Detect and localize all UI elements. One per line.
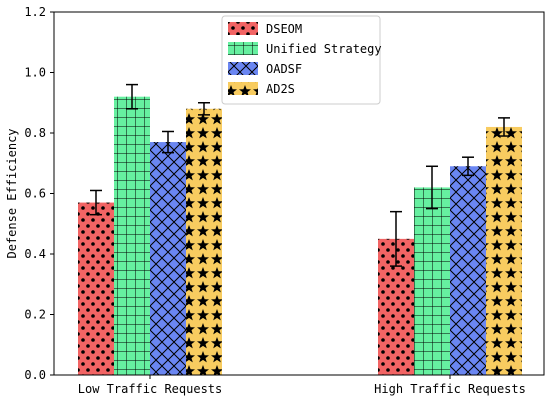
legend: DSEOM Unified Strategy OADSF AD2S (221, 15, 382, 105)
legend-swatch-hatch (228, 42, 258, 55)
y-tick-label: 1.2 (24, 5, 46, 19)
y-tick-label: 0.4 (24, 247, 46, 261)
bars-layer (78, 96, 522, 376)
legend-label: AD2S (266, 82, 295, 96)
y-tick-label: 0.8 (24, 126, 46, 140)
x-tick-label: Low Traffic Requests (78, 382, 223, 396)
legend-swatch-hatch (228, 62, 258, 75)
bar-hatch (486, 126, 522, 375)
y-tick-label: 0.2 (24, 308, 46, 322)
legend-label: OADSF (266, 62, 302, 76)
bar-hatch (78, 202, 114, 375)
y-axis-ticks: 0.0 0.2 0.4 0.6 0.8 1.0 1.2 (24, 5, 54, 382)
legend-label: DSEOM (266, 22, 302, 36)
x-tick-label: High Traffic Requests (374, 382, 526, 396)
y-tick-label: 0.6 (24, 187, 46, 201)
error-bars-layer (90, 83, 510, 267)
legend-swatch-hatch (228, 22, 258, 35)
y-tick-label: 0.0 (24, 368, 46, 382)
bar-hatch (150, 142, 186, 375)
bar-hatch (414, 187, 450, 375)
bar-hatch (114, 96, 150, 375)
bar-hatch (450, 166, 486, 375)
legend-box (221, 15, 381, 105)
bar-hatch (186, 108, 222, 376)
x-axis-ticks: Low Traffic Requests High Traffic Request… (78, 375, 526, 396)
y-axis-label: Defense Efficiency (5, 128, 19, 258)
y-tick-label: 1.0 (24, 66, 46, 80)
legend-label: Unified Strategy (266, 42, 382, 56)
legend-swatch-hatch (228, 82, 258, 95)
